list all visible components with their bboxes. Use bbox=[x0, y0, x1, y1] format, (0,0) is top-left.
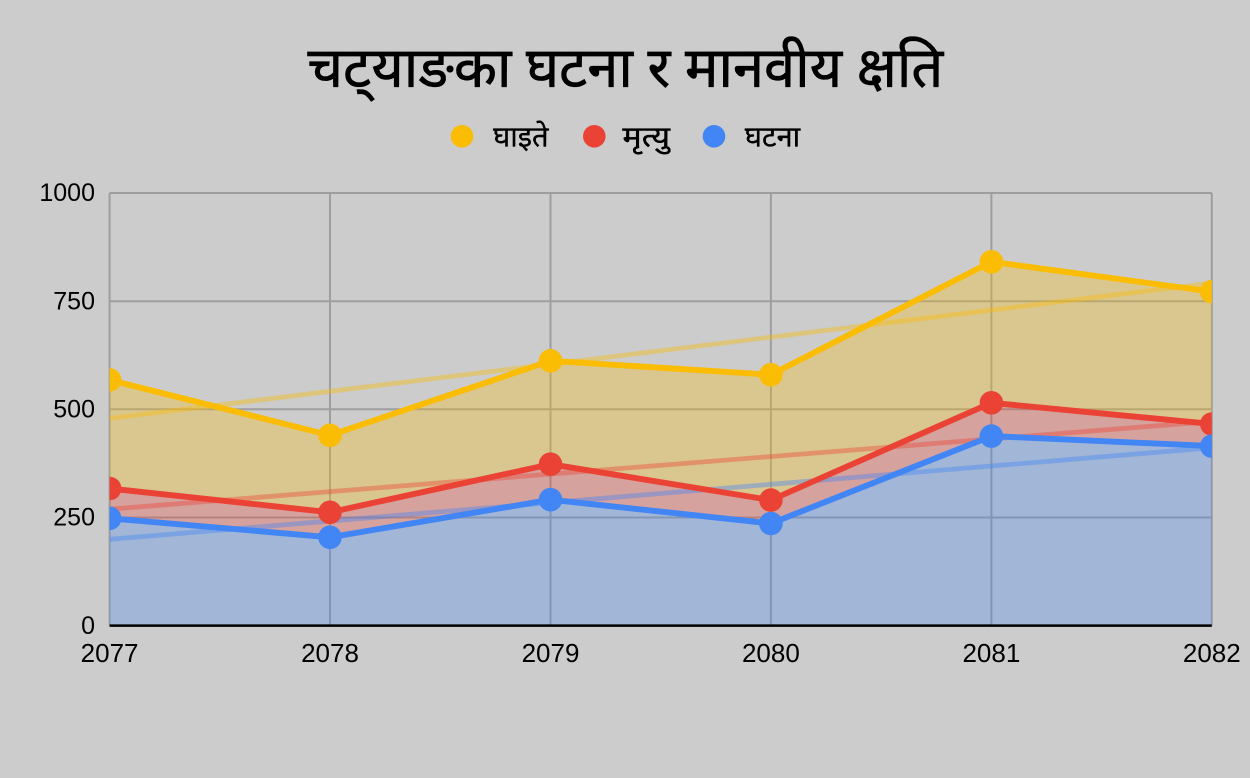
svg-text:250: 250 bbox=[53, 504, 95, 532]
svg-text:2079: 2079 bbox=[522, 638, 580, 668]
svg-text:1000: 1000 bbox=[39, 179, 95, 207]
svg-text:2078: 2078 bbox=[301, 638, 359, 668]
svg-text:750: 750 bbox=[53, 287, 95, 315]
svg-text:2081: 2081 bbox=[962, 638, 1020, 668]
svg-text:2082: 2082 bbox=[1183, 638, 1241, 668]
svg-text:0: 0 bbox=[81, 612, 95, 640]
svg-text:2080: 2080 bbox=[742, 638, 800, 668]
svg-text:2077: 2077 bbox=[81, 638, 139, 668]
svg-text:500: 500 bbox=[53, 396, 95, 424]
